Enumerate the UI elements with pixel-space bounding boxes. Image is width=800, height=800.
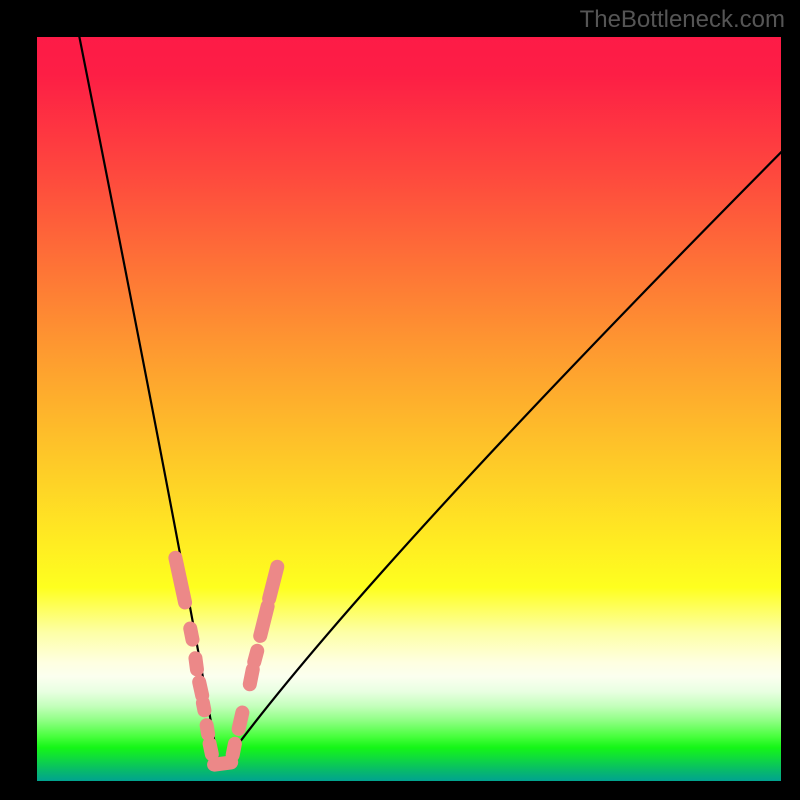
marker-segment — [203, 703, 204, 710]
marker-segment — [254, 651, 257, 662]
watermark-text: TheBottleneck.com — [580, 6, 785, 34]
plot-area — [37, 37, 781, 781]
marker-segment — [207, 725, 208, 734]
marker-segment — [214, 762, 231, 764]
marker-segment — [269, 567, 277, 599]
marker-segment — [199, 682, 202, 695]
plot-svg — [37, 37, 781, 781]
marker-segment — [210, 744, 212, 754]
marker-segment — [233, 744, 235, 755]
marker-segment — [190, 628, 192, 639]
figure-stage: TheBottleneck.com — [0, 0, 800, 800]
marker-segment — [250, 669, 253, 684]
marker-segment — [239, 713, 243, 729]
marker-segment — [175, 558, 185, 603]
marker-segment — [260, 606, 267, 636]
marker-segment — [195, 658, 196, 669]
gradient-background — [37, 37, 781, 781]
